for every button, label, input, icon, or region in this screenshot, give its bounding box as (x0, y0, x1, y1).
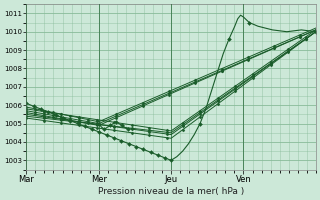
X-axis label: Pression niveau de la mer( hPa ): Pression niveau de la mer( hPa ) (98, 187, 244, 196)
